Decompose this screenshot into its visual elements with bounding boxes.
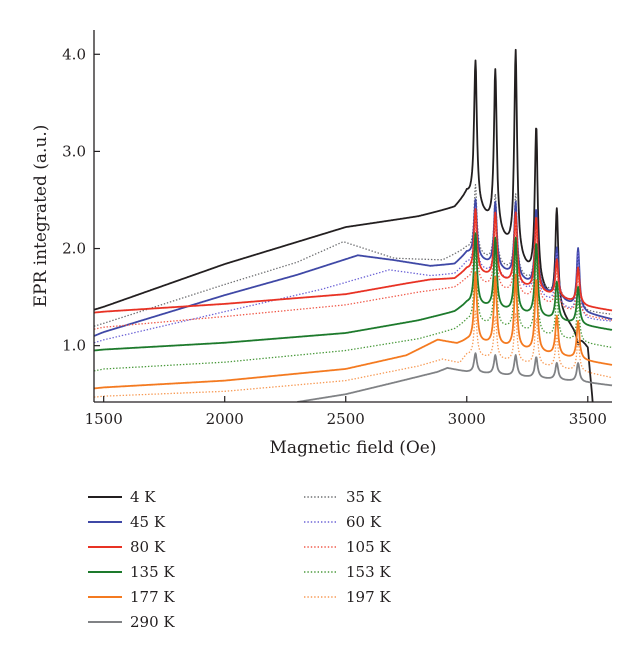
legend-label: 153 K: [346, 563, 391, 581]
legend-label: 35 K: [346, 488, 382, 506]
tick-layer: 1500 2000 2500 3000 3500 1.0 2.0 3.0 4.0: [62, 45, 607, 428]
series-line-177k: [94, 271, 613, 390]
series-line-105k: [94, 220, 613, 330]
y-tick-label: 4.0: [62, 45, 86, 63]
x-tick-label: 3500: [569, 410, 607, 428]
x-axis-label: Magnetic field (Oe): [269, 438, 436, 458]
legend-label: 135 K: [130, 563, 175, 581]
legend-label: 80 K: [130, 538, 166, 556]
legend: 4 K 45 K 80 K 135 K 177 K 290 K 35 K 60 K 105 K 1…: [88, 488, 391, 631]
y-tick-label: 1.0: [62, 337, 86, 355]
series-line-197k: [94, 310, 613, 398]
series-line-80k: [94, 208, 613, 314]
series-line-153k: [94, 252, 613, 372]
legend-label: 60 K: [346, 513, 382, 531]
series-line-45k: [94, 198, 613, 337]
y-tick-label: 2.0: [62, 240, 86, 258]
legend-label: 4 K: [130, 488, 156, 506]
legend-label: 45 K: [130, 513, 166, 531]
x-tick-label: 3000: [448, 410, 486, 428]
x-tick-label: 1500: [85, 410, 123, 428]
legend-label: 290 K: [130, 613, 175, 631]
series-line-4k: [94, 48, 594, 402]
legend-label: 197 K: [346, 588, 391, 606]
y-tick-label: 3.0: [62, 142, 86, 160]
series-line-135k: [94, 232, 613, 352]
legend-label: 105 K: [346, 538, 391, 556]
series-layer: [94, 48, 613, 402]
x-tick-label: 2000: [206, 410, 244, 428]
y-axis-label: EPR integrated (a.u.): [31, 125, 51, 308]
legend-label: 177 K: [130, 588, 175, 606]
x-tick-label: 2500: [327, 410, 365, 428]
series-line-290k: [296, 352, 613, 402]
